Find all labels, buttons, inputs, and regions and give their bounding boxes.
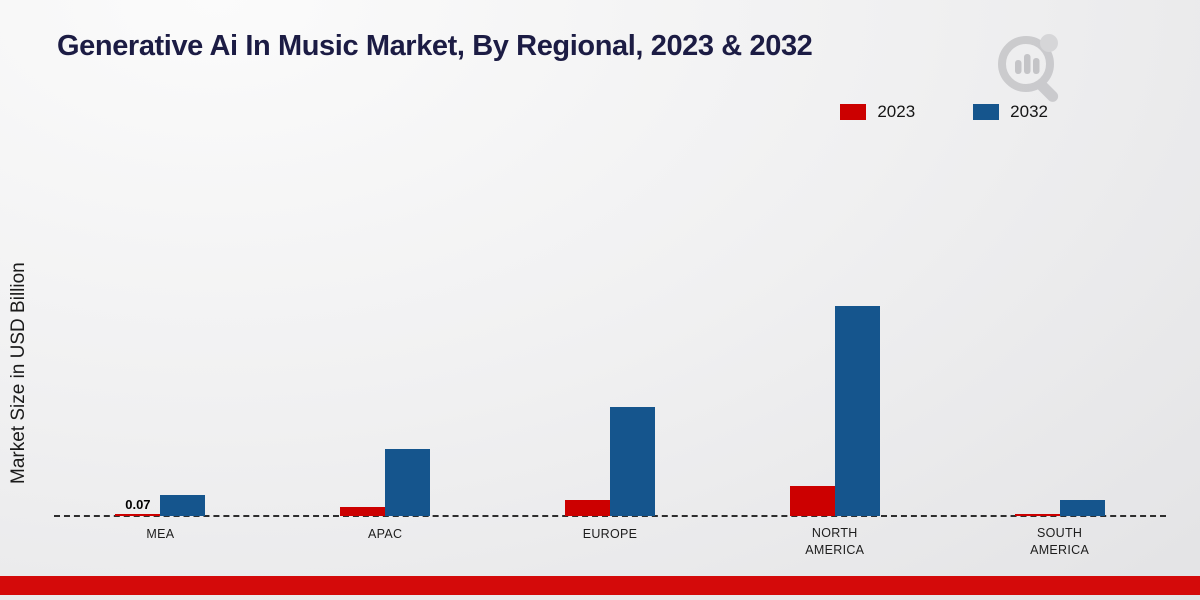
bar-mea-2032 [160,495,206,516]
bar-south-america-2023 [1014,514,1060,516]
chart-title: Generative Ai In Music Market, By Region… [57,30,813,62]
bar-group-south-america [947,500,1172,516]
legend-item-2023: 2023 [840,102,915,122]
bar-north-america-2032 [834,306,880,516]
legend-swatch-2032 [973,104,1000,120]
bar-group-apac [273,449,498,516]
bar-groups: 0.07 [48,150,1172,516]
x-axis-label-europe: EUROPE [582,527,638,541]
legend-item-2032: 2032 [973,102,1048,122]
bar-europe-2032 [609,407,655,516]
x-axis-label-apac: APAC [368,527,403,541]
bar-apac-2023 [340,507,386,516]
bar-group-mea: 0.07 [48,495,273,516]
legend: 2023 2032 [840,102,1048,122]
bar-value-label: 0.07 [125,497,151,512]
legend-swatch-2023 [840,104,867,120]
x-axis-label-south-america: SOUTH AMERICA [1030,526,1090,557]
bar-south-america-2032 [1059,500,1105,516]
bar-apac-2032 [385,449,431,516]
footer-red-bar [0,576,1200,595]
legend-label-2032: 2032 [1010,102,1048,121]
x-axis-label-mea: MEA [146,527,175,541]
bar-europe-2023 [564,500,610,516]
y-axis-title: Market Size in USD Billion [8,262,29,484]
bar-group-north-america [722,306,947,516]
legend-label-2023: 2023 [877,102,916,121]
brand-logo-icon [998,34,1059,102]
plot-area: 0.07 MEA APAC EUROPE NORTH AMERICA SOUTH AME… [48,150,1172,557]
x-axis-label-north-america: NORTH AMERICA [805,526,865,557]
x-axis-labels: MEA APAC EUROPE NORTH AMERICA SOUTH AMERICA [48,525,1172,559]
bar-north-america-2023 [789,486,835,516]
bar-mea-2023: 0.07 [115,497,161,516]
bar-group-europe [498,407,723,516]
x-axis-baseline [54,515,1166,517]
